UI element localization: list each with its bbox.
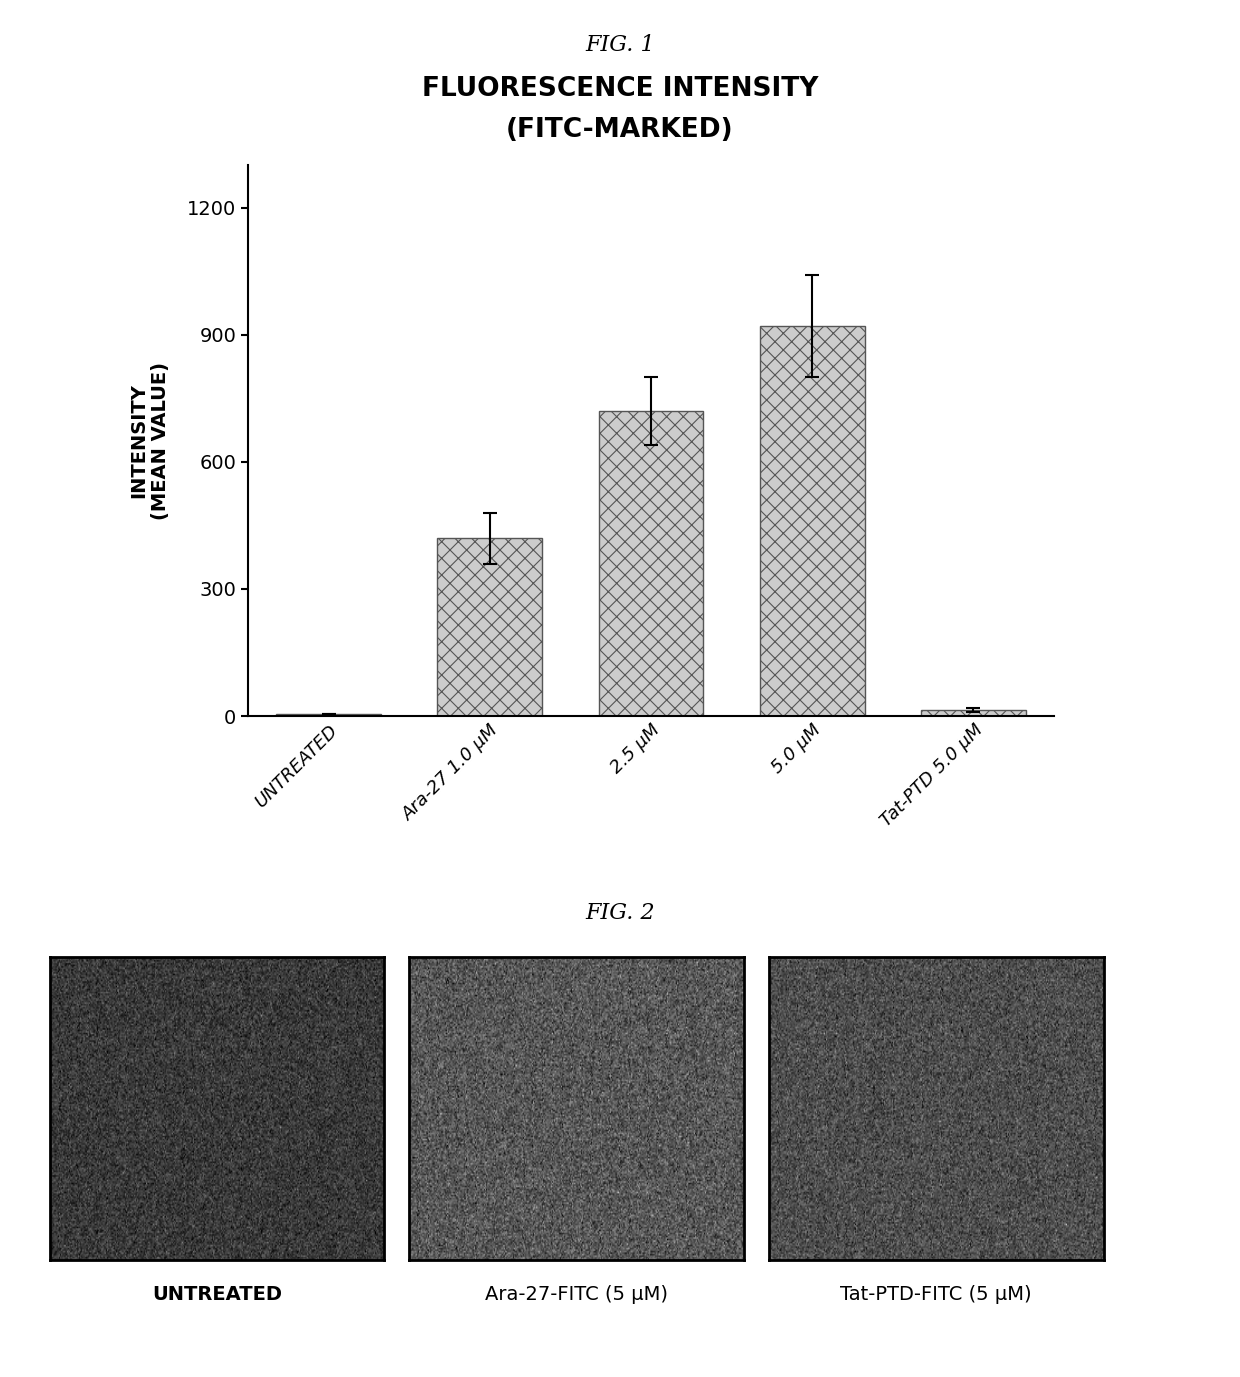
Bar	[277, 713, 381, 716]
Text: Tat-PTD-FITC (5 μM): Tat-PTD-FITC (5 μM)	[841, 1285, 1032, 1304]
Bar	[438, 538, 542, 716]
Text: FLUORESCENCE INTENSITY: FLUORESCENCE INTENSITY	[422, 76, 818, 102]
Text: FIG. 2: FIG. 2	[585, 902, 655, 924]
Bar	[599, 410, 703, 716]
Bar	[921, 709, 1025, 716]
Text: UNTREATED: UNTREATED	[153, 1285, 281, 1304]
Text: (FITC-MARKED): (FITC-MARKED)	[506, 117, 734, 143]
Y-axis label: INTENSITY
(MEAN VALUE): INTENSITY (MEAN VALUE)	[129, 362, 170, 519]
Text: FIG. 1: FIG. 1	[585, 34, 655, 56]
Bar	[760, 326, 864, 716]
Text: Ara-27-FITC (5 μM): Ara-27-FITC (5 μM)	[485, 1285, 668, 1304]
